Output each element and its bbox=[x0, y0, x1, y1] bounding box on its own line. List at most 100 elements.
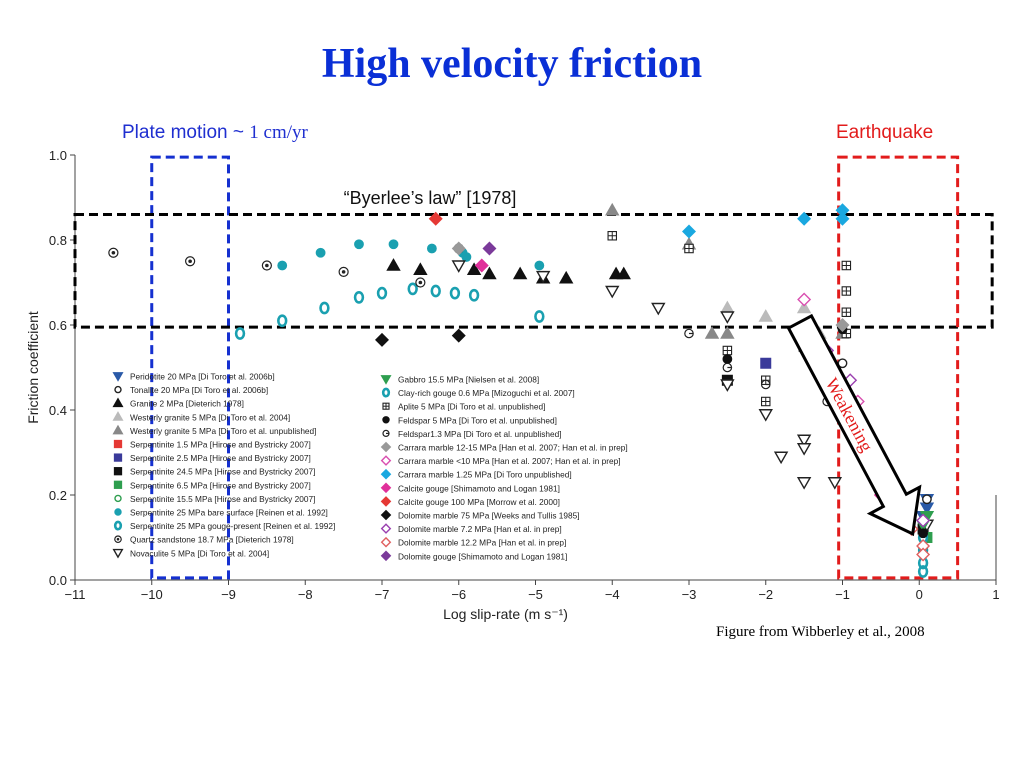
legend-entry: Serpentinite 2.5 MPa [Hirose and Bystric… bbox=[113, 453, 311, 463]
marker-shape bbox=[916, 547, 931, 562]
legend-entry: Serpentinite 24.5 MPa [Hirose and Bystri… bbox=[113, 467, 315, 477]
data-point bbox=[722, 362, 733, 373]
y-tick-label: 0.0 bbox=[49, 573, 67, 588]
legend-entry: Serpentinite 25 MPa gouge-present [Reine… bbox=[113, 520, 335, 531]
legend-marker bbox=[114, 535, 122, 544]
data-point bbox=[922, 494, 932, 505]
legend-marker bbox=[382, 402, 390, 410]
series-18 bbox=[684, 328, 832, 407]
data-point bbox=[841, 307, 852, 317]
data-point bbox=[760, 379, 771, 390]
legend-entry: Novaculite 5 MPa [Di Toro et al. 2004] bbox=[112, 548, 269, 559]
plate-motion-region bbox=[150, 155, 230, 580]
legend-label: Serpentinite 2.5 MPa [Hirose and Bystric… bbox=[130, 453, 311, 463]
marker-shape bbox=[113, 439, 123, 449]
data-point bbox=[482, 266, 497, 280]
legend-label: Serpentinite 6.5 MPa [Hirose and Bystric… bbox=[130, 480, 311, 490]
x-tick-label: 0 bbox=[916, 587, 923, 602]
marker-shape bbox=[916, 513, 931, 528]
legend-marker bbox=[380, 468, 392, 480]
data-point bbox=[916, 513, 931, 528]
legend-marker bbox=[112, 548, 124, 559]
marker-shape bbox=[796, 443, 812, 456]
data-point bbox=[684, 328, 694, 339]
marker-shape bbox=[682, 224, 696, 239]
legend-label: Quartz sandstone 18.7 MPa [Dieterich 197… bbox=[130, 535, 294, 545]
marker-shape bbox=[720, 311, 735, 324]
x-tick-label: −3 bbox=[682, 587, 697, 602]
data-point bbox=[651, 302, 666, 316]
x-tick-label: 1 bbox=[992, 587, 999, 602]
data-point bbox=[277, 314, 288, 328]
data-point bbox=[482, 241, 497, 256]
legend-entry: Dolomite gouge [Shimamoto and Logan 1981… bbox=[380, 550, 567, 562]
legend-marker bbox=[113, 439, 123, 449]
data-point bbox=[535, 270, 551, 284]
marker-shape bbox=[380, 468, 392, 480]
marker-shape bbox=[380, 509, 392, 521]
series-10 bbox=[277, 239, 545, 271]
marker-shape bbox=[616, 266, 631, 280]
y-tick-label: 0.4 bbox=[49, 403, 67, 418]
marker-shape bbox=[375, 332, 389, 347]
data-point bbox=[185, 256, 196, 267]
data-point bbox=[388, 239, 399, 250]
legend-marker bbox=[380, 550, 392, 562]
marker-dot bbox=[116, 537, 120, 541]
marker-shape bbox=[474, 258, 489, 273]
marker-shape bbox=[113, 453, 123, 462]
marker-shape bbox=[413, 262, 428, 275]
earthquake-note: Earthquake bbox=[836, 122, 934, 143]
legend-label: Serpentinite 25 MPa bare surface [Reinen… bbox=[130, 508, 328, 518]
data-point bbox=[466, 262, 482, 275]
slide-title: High velocity friction bbox=[321, 41, 703, 87]
legend-entry: Dolomite marble 75 MPa [Weeks and Tullis… bbox=[380, 509, 580, 521]
legend-entry: Calcite gouge 100 MPa [Morrow et al. 200… bbox=[380, 496, 560, 507]
data-point bbox=[684, 243, 694, 254]
data-point bbox=[534, 260, 545, 271]
marker-dot bbox=[341, 270, 346, 274]
marker-shape bbox=[112, 372, 124, 382]
data-point bbox=[796, 434, 812, 448]
data-point bbox=[415, 277, 426, 288]
data-point bbox=[426, 243, 437, 254]
marker-shape bbox=[535, 270, 551, 284]
marker-shape bbox=[112, 424, 124, 435]
marker-shape bbox=[380, 550, 392, 562]
data-point bbox=[354, 239, 364, 250]
marker-shape bbox=[720, 326, 735, 339]
marker-shape bbox=[461, 252, 472, 262]
x-tick-label: −2 bbox=[758, 587, 773, 602]
legend-marker bbox=[114, 508, 122, 516]
legend-marker bbox=[113, 480, 123, 489]
data-point bbox=[796, 443, 812, 456]
legend-marker bbox=[112, 397, 124, 408]
data-point bbox=[277, 260, 288, 271]
marker-shape bbox=[773, 451, 789, 465]
series-2 bbox=[386, 258, 631, 284]
data-point bbox=[704, 326, 720, 339]
legend-marker bbox=[381, 387, 391, 398]
data-point bbox=[261, 260, 272, 271]
legend-entry: Carrara marble <10 MPa [Han et al. 2007;… bbox=[380, 455, 621, 466]
x-tick-label: −8 bbox=[298, 587, 313, 602]
marker-shape bbox=[277, 260, 288, 271]
data-point bbox=[841, 260, 852, 271]
data-point bbox=[758, 409, 773, 422]
data-point bbox=[835, 318, 850, 332]
legend-label: Feldspar 5 MPa [Di Toro et al. unpublish… bbox=[398, 415, 557, 425]
marker-shape bbox=[113, 520, 123, 531]
marker-shape bbox=[114, 494, 122, 503]
data-point bbox=[797, 292, 812, 307]
marker-shape bbox=[720, 379, 735, 392]
marker-shape bbox=[386, 258, 401, 271]
data-point bbox=[720, 379, 735, 392]
data-point bbox=[835, 211, 850, 226]
marker-shape bbox=[380, 523, 392, 534]
data-point bbox=[386, 258, 401, 271]
legend-entry: Serpentinite 25 MPa bare surface [Reinen… bbox=[114, 508, 328, 518]
data-point bbox=[413, 262, 428, 275]
data-point bbox=[607, 231, 617, 241]
legend-label: Calcite gouge [Shimamoto and Logan 1981] bbox=[398, 483, 560, 493]
